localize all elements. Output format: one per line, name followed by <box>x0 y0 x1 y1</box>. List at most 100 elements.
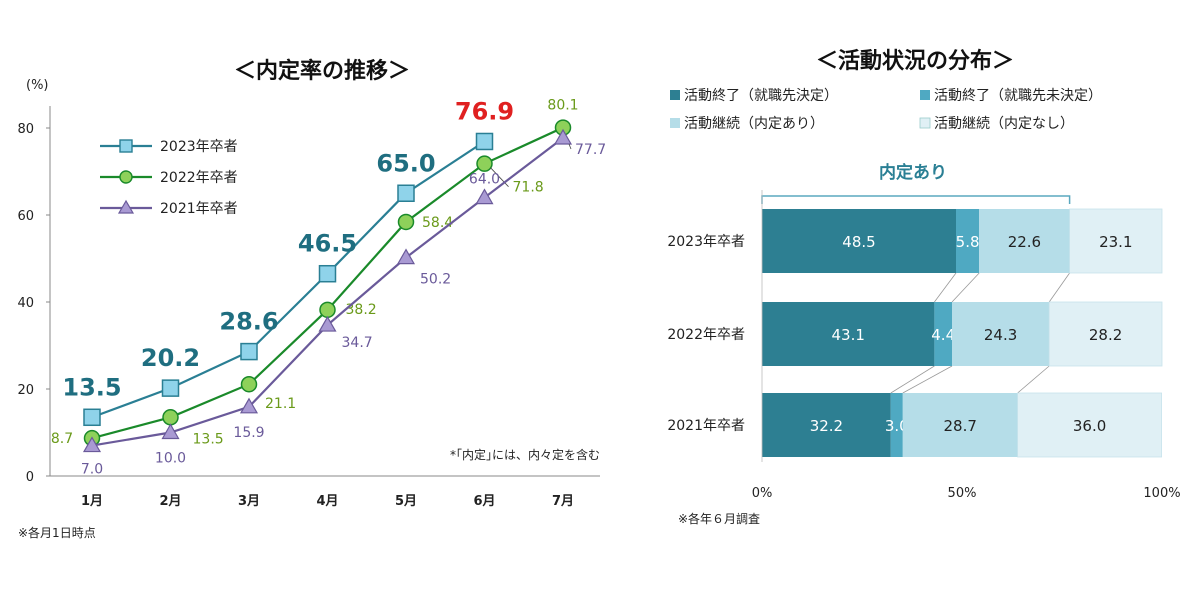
data-point-triangle <box>475 188 494 205</box>
y-tick-label: 60 <box>17 209 34 224</box>
bar-segment <box>934 302 952 366</box>
legend-label: 活動継続（内定あり） <box>684 115 824 132</box>
data-point-circle <box>319 301 336 319</box>
bar-segment <box>1069 208 1163 274</box>
category-label: 2023年卒者 <box>667 234 745 250</box>
label-leader-line <box>490 167 509 187</box>
bar-segment <box>762 302 935 366</box>
bar-value-label: 4.4 <box>931 326 955 344</box>
data-point-circle <box>397 213 415 231</box>
bar-segment <box>956 209 980 273</box>
data-label: 15.9 <box>233 425 264 441</box>
y-tick-label: 0 <box>26 470 34 485</box>
data-label: 34.7 <box>342 335 373 351</box>
data-label: 38.2 <box>346 302 377 318</box>
legend-label: 2022年卒者 <box>160 170 238 186</box>
x-tick-label: 50% <box>948 486 977 501</box>
legend-label: 活動終了（就職先決定） <box>684 88 838 104</box>
bar-connector-line <box>902 365 953 394</box>
data-label: 28.6 <box>219 308 278 336</box>
data-label: 13.5 <box>62 373 121 401</box>
x-tick-label: 5月 <box>395 494 417 509</box>
bar-value-label: 48.5 <box>842 233 875 251</box>
bar-segment <box>890 393 903 457</box>
category-label: 2021年卒者 <box>667 418 745 434</box>
data-point-triangle <box>318 315 337 332</box>
category-label: 2022年卒者 <box>667 327 745 343</box>
legend-swatch <box>920 90 930 100</box>
data-label: 10.0 <box>155 451 186 467</box>
bar-value-label: 28.7 <box>943 417 976 435</box>
data-label: 80.1 <box>547 98 578 114</box>
bar-chart-title: ＜活動状況の分布＞ <box>816 48 1014 74</box>
line-chart-note: *｢内定｣には、内々定を含む <box>450 447 600 462</box>
data-point-square <box>83 408 101 427</box>
x-tick-label: 4月 <box>316 494 338 509</box>
bar-segment <box>979 209 1070 273</box>
bracket-label: 内定あり <box>879 162 947 183</box>
y-tick-label: 80 <box>17 122 34 137</box>
legend-label: 活動継続（内定なし） <box>934 115 1074 132</box>
bar-value-label: 24.3 <box>984 326 1017 344</box>
data-label: 46.5 <box>298 230 357 258</box>
label-leader-line <box>568 143 572 150</box>
data-label: 58.4 <box>422 215 453 231</box>
data-label: 76.9 <box>455 97 514 125</box>
data-label: 13.5 <box>193 431 224 447</box>
bar-value-label: 5.8 <box>956 233 980 251</box>
data-label: 21.1 <box>265 396 296 412</box>
data-point-triangle <box>553 128 573 145</box>
legend-label: 2023年卒者 <box>160 139 238 155</box>
bar-value-label: 28.2 <box>1089 326 1122 344</box>
x-tick-label: 7月 <box>552 494 574 509</box>
data-label: 64.0 <box>469 172 500 188</box>
data-label: 71.8 <box>513 180 544 196</box>
x-tick-label: 3月 <box>238 494 260 509</box>
data-label: 7.0 <box>81 462 103 478</box>
line-chart-ylabel: (%) <box>26 78 49 93</box>
bar-segment <box>762 209 956 273</box>
bar-value-label: 36.0 <box>1073 417 1106 435</box>
x-tick-label: 2月 <box>159 494 181 509</box>
data-point-triangle <box>82 436 102 453</box>
x-tick-label: 6月 <box>473 494 495 509</box>
bar-segment <box>1017 392 1162 458</box>
legend-swatch <box>670 90 680 100</box>
data-point-square <box>161 379 180 397</box>
x-tick-label: 0% <box>752 486 773 501</box>
line-chart: 0 20 40 60 80 1月 2月 3月 4月 5月 6月 7月 13.5 20.2 28.6 46.5 6… <box>17 97 606 509</box>
bar-connector-line <box>1048 272 1070 303</box>
data-point-triangle <box>396 248 416 265</box>
data-point-circle <box>162 409 179 426</box>
bar-value-label: 32.2 <box>810 417 843 435</box>
data-point-square <box>318 264 337 283</box>
bar-value-label: 22.6 <box>1008 233 1041 251</box>
data-point-triangle <box>239 397 259 414</box>
data-label: 77.7 <box>575 142 606 158</box>
legend-label: 2021年卒者 <box>160 201 238 217</box>
bar-segment <box>952 302 1050 366</box>
data-label: 50.2 <box>420 272 451 288</box>
bar-connector-line <box>890 365 935 394</box>
data-point-square <box>397 184 415 202</box>
y-tick-label: 20 <box>17 383 34 398</box>
data-point-square <box>240 342 258 361</box>
legend-marker-circle <box>119 170 133 184</box>
legend-swatch <box>670 118 680 128</box>
bar-value-label: 23.1 <box>1099 233 1132 251</box>
series-line-1 <box>91 140 486 419</box>
line-chart-footnote: ※各月1日時点 <box>18 525 96 540</box>
x-tick-label: 1月 <box>81 494 103 509</box>
data-point-circle <box>240 375 258 393</box>
data-point-triangle <box>161 423 180 440</box>
data-label: 8.7 <box>51 431 73 447</box>
legend-marker-triangle <box>117 199 135 214</box>
legend-label: 活動終了（就職先未決定） <box>934 88 1102 104</box>
bar-connector-line <box>951 272 980 303</box>
legend-swatch <box>919 117 931 129</box>
data-label: 65.0 <box>376 149 435 177</box>
bar-chart-footnote: ※各年６月調査 <box>678 511 760 526</box>
x-tick-label: 100% <box>1143 486 1180 501</box>
line-chart-title: ＜内定率の推移＞ <box>234 58 410 84</box>
